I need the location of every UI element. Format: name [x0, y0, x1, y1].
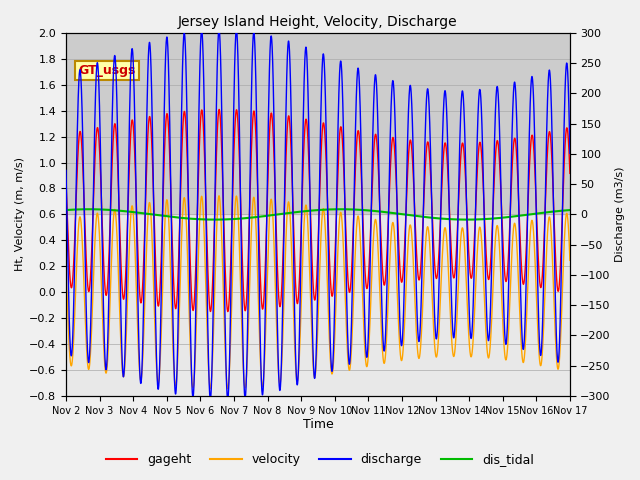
gageht	[154, 300, 161, 305]
gageht	[365, 275, 372, 280]
velocity	[566, 257, 573, 263]
dis_tidal	[85, 206, 93, 212]
velocity	[224, 386, 232, 392]
gageht	[255, 225, 262, 230]
velocity	[215, 193, 223, 199]
discharge	[215, 26, 223, 32]
dis_tidal	[255, 214, 262, 220]
velocity	[438, 255, 446, 261]
discharge	[438, 146, 446, 152]
discharge	[566, 150, 573, 156]
gageht	[477, 141, 484, 146]
dis_tidal	[390, 210, 397, 216]
dis_tidal	[438, 216, 446, 222]
gageht	[215, 107, 223, 112]
discharge	[154, 382, 161, 387]
velocity	[255, 310, 262, 316]
Line: discharge: discharge	[66, 29, 570, 399]
velocity	[477, 227, 484, 232]
discharge	[390, 88, 397, 94]
discharge	[365, 330, 372, 336]
dis_tidal	[477, 216, 484, 222]
X-axis label: Time: Time	[303, 419, 333, 432]
dis_tidal	[566, 207, 573, 213]
Y-axis label: Ht, Velocity (m, m/s): Ht, Velocity (m, m/s)	[15, 157, 25, 271]
velocity	[62, 266, 70, 272]
Line: dis_tidal: dis_tidal	[66, 209, 570, 220]
dis_tidal	[211, 217, 219, 223]
gageht	[62, 180, 70, 186]
velocity	[154, 378, 161, 384]
gageht	[438, 175, 446, 181]
dis_tidal	[365, 207, 372, 213]
gageht	[566, 170, 573, 176]
velocity	[390, 225, 397, 230]
discharge	[477, 91, 484, 96]
Bar	[66, 33, 570, 215]
Line: velocity: velocity	[66, 196, 570, 389]
velocity	[365, 351, 372, 357]
discharge	[62, 168, 70, 173]
discharge	[255, 252, 262, 257]
dis_tidal	[62, 207, 70, 213]
Y-axis label: Discharge (m3/s): Discharge (m3/s)	[615, 167, 625, 262]
gageht	[224, 309, 232, 314]
gageht	[390, 139, 397, 144]
Legend: gageht, velocity, discharge, dis_tidal: gageht, velocity, discharge, dis_tidal	[101, 448, 539, 471]
discharge	[224, 396, 232, 402]
dis_tidal	[154, 212, 161, 218]
Text: GT_usgs: GT_usgs	[79, 64, 136, 77]
Title: Jersey Island Height, Velocity, Discharge: Jersey Island Height, Velocity, Discharg…	[178, 15, 458, 29]
Line: gageht: gageht	[66, 109, 570, 312]
